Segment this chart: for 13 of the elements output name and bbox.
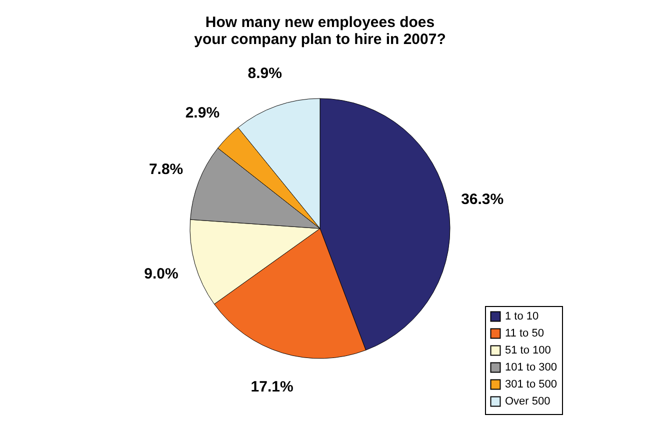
- legend-label: Over 500: [505, 396, 550, 408]
- legend-label: 11 to 50: [505, 328, 544, 340]
- legend-label: 101 to 300: [505, 362, 557, 374]
- legend-label: 51 to 100: [505, 344, 551, 356]
- legend-label: 1 to 10: [505, 310, 539, 322]
- data-label: 8.9%: [248, 65, 282, 82]
- legend-label: 301 to 500: [505, 378, 557, 390]
- data-label: 17.1%: [250, 378, 294, 396]
- data-label: 9.0%: [144, 265, 178, 282]
- data-label: 36.3%: [461, 190, 504, 208]
- data-label: 2.9%: [185, 104, 220, 122]
- data-label: 7.8%: [148, 161, 184, 178]
- chart-title: How many new employees does your company plan to hire in 2007?: [194, 14, 446, 48]
